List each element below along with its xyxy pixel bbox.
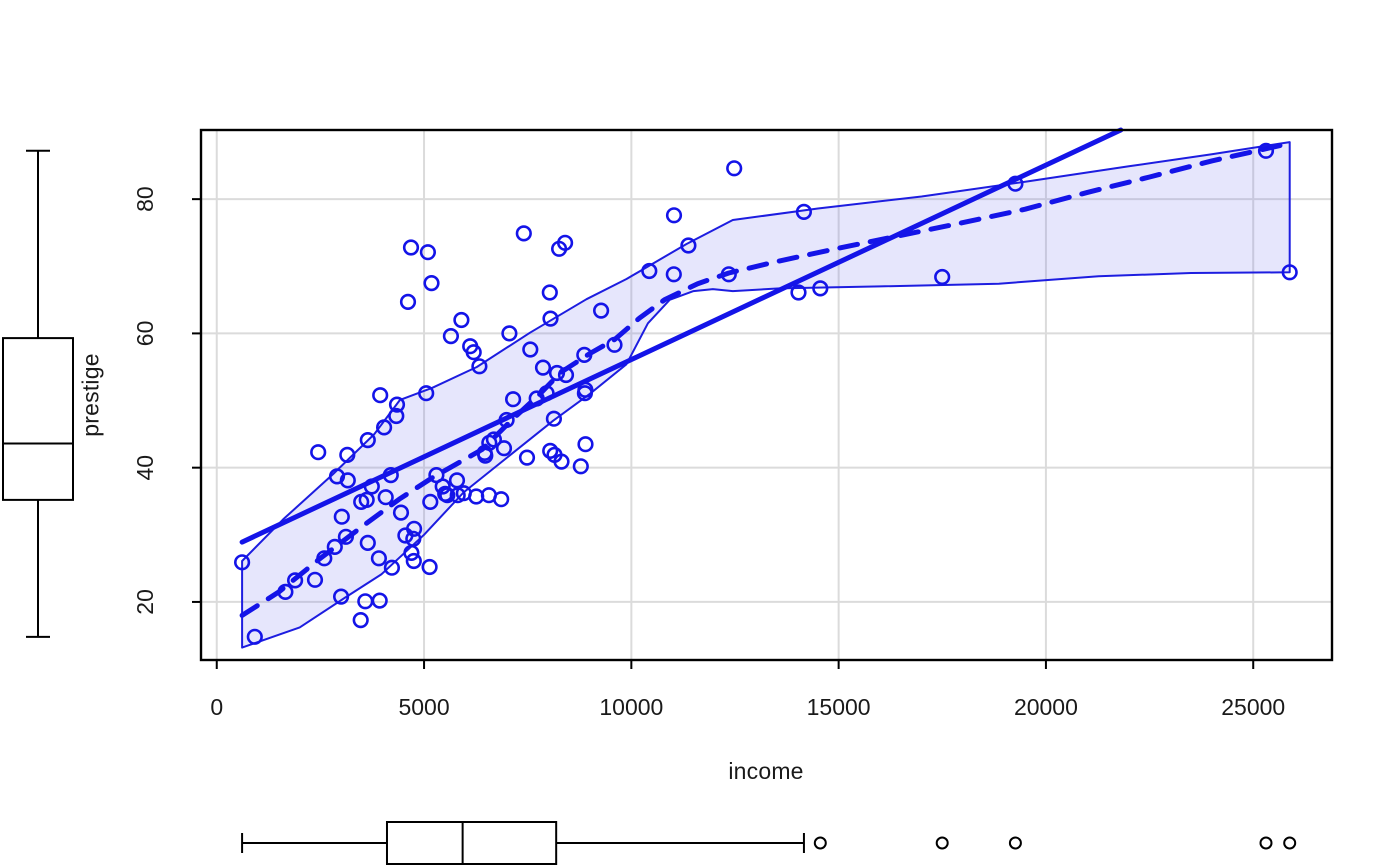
data-point [518, 449, 536, 466]
x-tick-label: 0 [210, 694, 223, 720]
data-point [641, 262, 658, 280]
data-point [726, 160, 743, 177]
data-point [339, 446, 356, 464]
data-point [388, 396, 406, 413]
data-point [577, 436, 594, 453]
data-point [471, 358, 488, 375]
data-point [1281, 264, 1298, 281]
data-point [403, 544, 420, 562]
data-point [357, 593, 374, 610]
data-point [795, 203, 813, 220]
data-point [370, 550, 388, 567]
data-point [388, 407, 405, 425]
data-point [480, 487, 498, 504]
data-point [592, 302, 610, 319]
data-point [310, 444, 327, 461]
data-point [383, 559, 401, 576]
data-point [465, 344, 482, 361]
data-point [501, 325, 518, 342]
confidence-envelope [241, 141, 1291, 649]
data-point [550, 240, 568, 257]
y-axis-title: prestige [77, 353, 104, 437]
data-point [546, 446, 563, 464]
data-point [376, 419, 393, 436]
data-point [515, 225, 532, 242]
data-point [545, 410, 563, 427]
data-point [934, 268, 951, 286]
data-point [790, 284, 807, 301]
data-point [534, 359, 552, 376]
data-point [399, 293, 417, 311]
data-point [371, 592, 388, 609]
data-point [455, 485, 472, 502]
loess-line [239, 140, 1293, 618]
data-point [306, 571, 324, 588]
data-point [481, 434, 498, 451]
data-point [352, 611, 369, 629]
data-point [326, 538, 343, 556]
y-tick-label: 40 [132, 455, 158, 481]
data-point [377, 489, 394, 506]
data-point [665, 266, 682, 283]
data-point [333, 508, 350, 525]
boxplot-outlier-point [813, 836, 827, 850]
data-point [542, 442, 559, 460]
data-point [495, 440, 513, 457]
data-point [428, 467, 445, 484]
y-tick-label: 80 [132, 186, 158, 212]
boxplot-outlier-point [1283, 836, 1297, 850]
data-point [333, 588, 350, 605]
data-point [405, 552, 422, 570]
data-point [522, 341, 539, 358]
x-axis-title: income [728, 758, 804, 784]
data-point [358, 491, 375, 509]
plot-border [199, 128, 1334, 662]
data-point [246, 628, 263, 645]
y-tick-label: 60 [132, 321, 158, 347]
data-point [541, 284, 558, 301]
data-point [372, 387, 389, 404]
data-point [421, 558, 438, 576]
data-point [419, 244, 437, 261]
data-point [422, 493, 439, 511]
data-point [665, 207, 683, 224]
data-point [448, 472, 466, 489]
data-point [1257, 142, 1275, 159]
data-point [542, 310, 559, 327]
data-point [812, 280, 829, 297]
data-point [359, 432, 376, 449]
data-point [402, 239, 420, 256]
data-point [576, 385, 594, 402]
data-point [439, 487, 456, 504]
data-point [392, 504, 410, 521]
boxplot-outlier-point [1259, 836, 1273, 850]
data-point [572, 458, 589, 475]
data-point [453, 311, 470, 329]
data-point [234, 554, 251, 571]
data-point [359, 534, 376, 552]
boxplot-outlier-point [1008, 836, 1022, 850]
prestige-boxplot-box [2, 337, 74, 501]
data-point [442, 328, 460, 345]
x-tick-label: 10000 [599, 694, 663, 720]
data-point [339, 472, 356, 489]
x-tick-label: 20000 [1014, 694, 1078, 720]
data-point [423, 275, 440, 292]
data-point [680, 237, 697, 254]
regression-line [239, 127, 1124, 545]
data-point [418, 385, 435, 402]
y-tick-label: 20 [132, 589, 158, 615]
x-tick-label: 15000 [807, 694, 871, 720]
data-point [287, 572, 304, 589]
x-tick-label: 25000 [1221, 694, 1285, 720]
boxplot-outlier-point [935, 836, 949, 850]
data-point [397, 527, 414, 544]
data-point [504, 391, 522, 408]
x-tick-label: 5000 [398, 694, 449, 720]
income-boxplot-box [385, 821, 558, 865]
